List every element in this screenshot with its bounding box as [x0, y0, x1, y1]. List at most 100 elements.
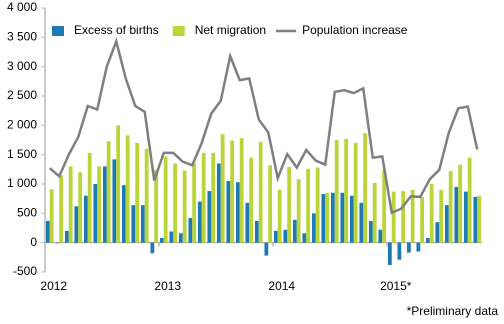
bar	[439, 189, 444, 243]
bar	[292, 219, 297, 243]
bar	[363, 132, 368, 243]
bar	[83, 195, 88, 243]
bar	[254, 220, 259, 243]
bar	[287, 166, 292, 243]
bar	[188, 218, 193, 243]
bar	[102, 166, 107, 243]
bar	[344, 138, 349, 243]
bar	[325, 192, 330, 243]
y-tick-label: 1 500	[7, 147, 37, 161]
bar	[182, 170, 187, 243]
bar	[226, 181, 231, 243]
bar	[97, 166, 102, 243]
bar	[391, 191, 396, 243]
bar	[201, 152, 206, 243]
bar	[454, 186, 459, 243]
bar	[406, 242, 411, 253]
y-tick-label: 2 000	[7, 118, 37, 132]
bar	[220, 134, 225, 243]
bar	[78, 172, 83, 243]
bar	[372, 182, 377, 243]
bar	[315, 167, 320, 243]
legend-label: Excess of births	[74, 23, 159, 37]
bar	[144, 148, 149, 243]
bar	[368, 220, 373, 243]
bar	[296, 179, 301, 243]
bar	[211, 152, 216, 243]
bar	[112, 159, 117, 243]
legend-swatch	[172, 26, 185, 36]
bar	[273, 230, 278, 243]
bar	[116, 125, 121, 243]
x-tick-label: 2013	[154, 279, 181, 293]
bar	[268, 165, 273, 243]
bar	[463, 191, 468, 243]
bar	[59, 175, 64, 243]
bar	[68, 166, 73, 243]
bar	[334, 140, 339, 243]
bar	[302, 233, 307, 243]
bar	[378, 229, 383, 243]
x-tick-label: 2012	[40, 279, 67, 293]
bar	[477, 195, 482, 243]
bar	[321, 193, 326, 243]
bar	[55, 242, 60, 244]
bar	[306, 168, 311, 243]
bar	[131, 205, 136, 243]
bar	[311, 213, 316, 243]
bar	[178, 233, 183, 243]
bar	[429, 184, 434, 243]
legend-swatch	[52, 26, 64, 36]
y-tick-label: 500	[17, 206, 37, 220]
bar	[435, 222, 440, 243]
bar	[340, 192, 345, 243]
bar	[169, 231, 174, 243]
bar	[230, 140, 235, 243]
bar	[277, 189, 282, 243]
bar	[448, 171, 453, 243]
x-tick-label: 2015*	[380, 279, 412, 293]
bar	[74, 206, 79, 243]
bar	[353, 142, 358, 243]
bar	[87, 152, 92, 243]
bar	[467, 157, 472, 243]
bar	[410, 189, 415, 243]
bar	[154, 169, 159, 243]
line	[48, 37, 479, 215]
bar	[425, 237, 430, 243]
bar	[416, 242, 421, 252]
bar	[420, 196, 425, 243]
bar	[163, 156, 168, 243]
legend-label: Net migration	[195, 23, 266, 37]
bar	[239, 138, 244, 243]
bar	[216, 163, 221, 243]
x-tick-label: 2014	[268, 279, 295, 293]
bar	[382, 169, 387, 243]
y-tick-label: 2 500	[7, 88, 37, 102]
y-tick-label: 3 000	[7, 59, 37, 73]
bar	[45, 220, 50, 243]
bar	[121, 185, 126, 243]
bar	[258, 141, 263, 243]
bar	[235, 182, 240, 243]
bar	[93, 184, 98, 243]
bar	[245, 202, 250, 243]
bar	[125, 135, 130, 243]
bar	[64, 230, 69, 243]
y-tick-label: 0	[30, 235, 37, 249]
bar	[458, 164, 463, 243]
bar	[349, 195, 354, 243]
bar	[197, 201, 202, 243]
bar	[249, 157, 254, 243]
y-tick-label: 4 000	[7, 0, 37, 14]
bar	[106, 141, 111, 243]
bar	[283, 229, 288, 243]
bar	[397, 242, 402, 260]
bar	[473, 196, 478, 243]
bar	[359, 202, 364, 243]
bar	[140, 205, 145, 243]
bar	[173, 163, 178, 243]
bar	[159, 237, 164, 243]
bar	[264, 242, 269, 256]
